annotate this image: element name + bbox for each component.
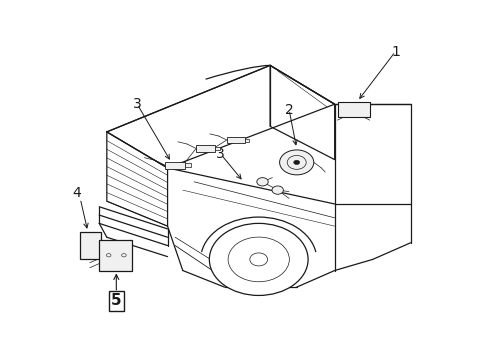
Bar <box>338 102 370 117</box>
Polygon shape <box>99 66 411 293</box>
Circle shape <box>209 223 308 296</box>
Bar <box>165 162 185 169</box>
Bar <box>215 147 220 150</box>
Bar <box>245 139 249 142</box>
Circle shape <box>272 186 283 194</box>
Bar <box>80 232 101 260</box>
Text: 3: 3 <box>133 97 142 111</box>
Text: 3: 3 <box>217 147 225 161</box>
Circle shape <box>294 160 300 165</box>
Text: 2: 2 <box>285 103 294 117</box>
Bar <box>185 163 191 167</box>
Text: 5: 5 <box>111 293 122 309</box>
Circle shape <box>280 150 314 175</box>
Bar <box>196 145 215 152</box>
Bar <box>227 137 245 143</box>
Bar <box>99 240 131 270</box>
Text: 4: 4 <box>72 186 81 200</box>
Text: 1: 1 <box>391 45 400 59</box>
Circle shape <box>257 177 268 186</box>
